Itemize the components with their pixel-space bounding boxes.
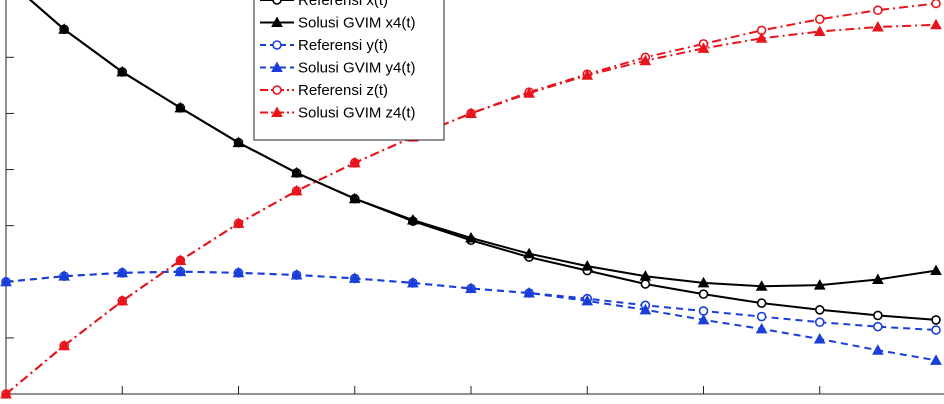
legend-label: Referensi z(t) [298, 82, 388, 99]
data-point [930, 18, 942, 30]
data-point [931, 0, 941, 9]
data-point [465, 107, 477, 118]
legend-item: Referensi y(t) [260, 37, 388, 54]
data-point [348, 192, 361, 204]
series-line [5, 23, 937, 395]
data-point [407, 214, 419, 225]
series-1 [28, 0, 941, 325]
series-line [5, 270, 937, 331]
data-point [58, 270, 70, 281]
data-point [523, 286, 535, 298]
series-3 [1, 266, 941, 335]
data-point [873, 321, 883, 332]
data-point [639, 270, 652, 281]
legend-label: Solusi GVIM y4(t) [298, 60, 416, 77]
data-point [873, 5, 883, 15]
data-point [698, 306, 709, 316]
data-point [523, 247, 535, 259]
data-point [639, 303, 652, 315]
data-point [931, 325, 941, 335]
data-point [581, 69, 594, 80]
data-point [697, 313, 710, 325]
legend-item: Referensi z(t) [260, 82, 388, 99]
legend-item: Referensi x(t) [260, 0, 388, 9]
data-point [872, 21, 884, 32]
data-point [465, 282, 477, 294]
legend-marker [271, 106, 283, 117]
legend-item: Solusi GVIM y4(t) [260, 60, 416, 77]
legend-marker [272, 40, 282, 50]
legend-item: Solusi GVIM x4(t) [260, 15, 416, 32]
legend-label: Referensi x(t) [298, 0, 388, 9]
data-point [814, 317, 825, 327]
data-point [813, 279, 826, 290]
data-point [755, 32, 768, 43]
data-point [756, 311, 767, 322]
data-point [523, 87, 535, 98]
data-point [232, 136, 245, 148]
data-point [290, 184, 303, 196]
data-point [813, 332, 826, 344]
data-point [814, 305, 825, 315]
data-point [174, 254, 187, 265]
data-point [639, 54, 652, 66]
legend-label: Solusi GVIM x4(t) [298, 15, 416, 32]
data-point [0, 275, 12, 287]
data-point [407, 276, 419, 288]
data-point [58, 339, 70, 351]
data-point [697, 276, 710, 288]
data-point [58, 23, 70, 34]
legend-marker [271, 61, 283, 72]
data-point [755, 280, 768, 291]
data-point [930, 264, 942, 276]
data-point [698, 289, 709, 299]
data-point [290, 269, 303, 280]
data-point [0, 387, 12, 399]
data-point [756, 298, 767, 308]
data-point [174, 101, 187, 113]
data-point [931, 315, 941, 325]
legend-item: Solusi GVIM z4(t) [260, 105, 416, 122]
data-point [174, 265, 187, 277]
data-point [116, 266, 129, 278]
data-point [290, 166, 303, 178]
data-point [640, 279, 651, 289]
data-point [873, 310, 883, 321]
legend-marker [272, 85, 282, 95]
series-4 [0, 265, 942, 365]
data-point [116, 65, 129, 77]
legend-label: Solusi GVIM z4(t) [298, 105, 416, 122]
data-point [813, 25, 826, 37]
data-point [814, 14, 825, 24]
data-point [348, 272, 361, 283]
data-point [581, 294, 594, 306]
data-point [581, 260, 594, 271]
data-point [116, 294, 129, 306]
data-point [465, 231, 477, 243]
legend-marker [271, 16, 283, 27]
series-line [28, 0, 937, 321]
data-point [755, 322, 768, 334]
data-point [348, 156, 361, 168]
plot-area [5, 0, 944, 395]
data-point [872, 273, 884, 285]
legend: Referensi x(t) Solusi GVIM x4(t) Referensi… [253, 0, 445, 141]
data-point [697, 42, 710, 53]
series-6 [0, 18, 942, 399]
data-point [232, 217, 245, 228]
legend-label: Referensi y(t) [298, 37, 388, 54]
series-2 [28, 0, 942, 291]
legend-marker [272, 0, 282, 5]
data-point [872, 344, 884, 355]
data-point [930, 354, 942, 365]
data-point [232, 266, 245, 278]
